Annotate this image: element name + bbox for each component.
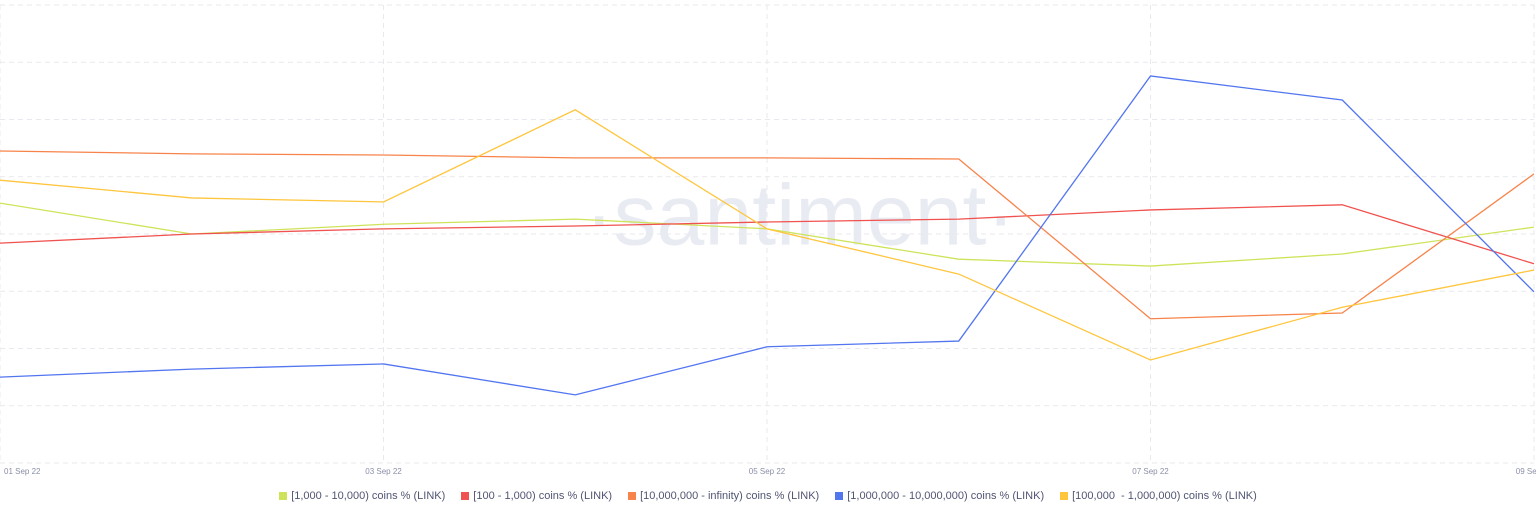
legend-item[interactable]: [1,000,000 - 10,000,000) coins % (LINK)	[835, 490, 1044, 502]
series-line	[0, 109, 1535, 361]
legend-swatch	[461, 492, 470, 500]
chart: ·santiment· 01 Sep 22 03 Sep 22 05 Sep 22 0…	[0, 4, 1536, 476]
legend-item[interactable]: [100 - 1,000) coins % (LINK)	[461, 490, 612, 502]
legend-label: [1,000 - 10,000) coins % (LINK)	[291, 490, 446, 502]
legend-label: [100,000 - 1,000,000) coins % (LINK)	[1072, 490, 1257, 502]
legend-label: [1,000,000 - 10,000,000) coins % (LINK)	[847, 490, 1045, 502]
legend-swatch	[628, 492, 637, 500]
series-line	[0, 75, 1535, 396]
legend-item[interactable]: [100,000 - 1,000,000) coins % (LINK)	[1060, 490, 1257, 502]
legend: [1,000 - 10,000) coins % (LINK) [100 - 1,…	[0, 490, 1536, 502]
series-line	[0, 204, 1535, 265]
legend-swatch	[1060, 492, 1069, 500]
x-tick-label: 05 Sep 22	[749, 467, 786, 476]
x-tick-label: 01 Sep 22	[4, 467, 41, 476]
x-tick-label: 09 Sep 22	[1516, 467, 1536, 476]
legend-item[interactable]: [1,000 - 10,000) coins % (LINK)	[279, 490, 445, 502]
legend-label: [100 - 1,000) coins % (LINK)	[473, 490, 613, 502]
legend-label: [10,000,000 - infinity) coins % (LINK)	[640, 490, 820, 502]
x-tick-label: 03 Sep 22	[365, 467, 402, 476]
series-line	[0, 150, 1535, 320]
watermark: ·santiment·	[585, 168, 1015, 264]
legend-item[interactable]: [10,000,000 - infinity) coins % (LINK)	[628, 490, 819, 502]
x-tick-label: 07 Sep 22	[1132, 467, 1169, 476]
legend-swatch	[279, 492, 288, 500]
legend-swatch	[835, 492, 844, 500]
